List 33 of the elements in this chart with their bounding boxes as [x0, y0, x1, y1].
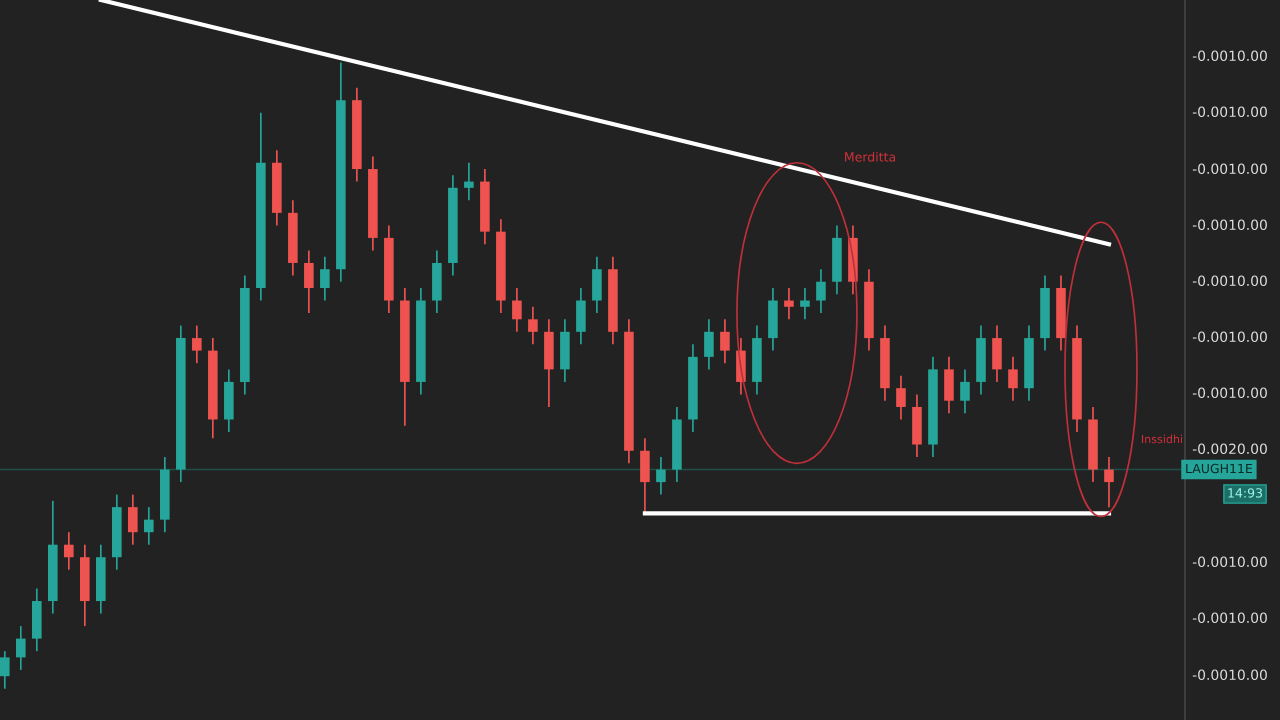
candlestick	[144, 506, 154, 546]
candlestick	[784, 287, 794, 321]
candlestick	[464, 161, 474, 202]
text: -0.0010.00	[1192, 163, 1267, 175]
text: -0.0010.00	[1192, 556, 1267, 568]
text: -0.0010.00	[1192, 669, 1267, 681]
text: -0.0020.00	[1192, 443, 1267, 455]
text: -0.0010.00	[1192, 612, 1267, 624]
text: -0.0010.00	[1192, 331, 1267, 343]
text: -0.0010.00	[1192, 50, 1267, 62]
candlestick	[64, 531, 74, 571]
candlestick	[720, 318, 730, 364]
candlestick	[320, 255, 330, 302]
annotation: Merditta	[845, 151, 895, 162]
text: -0.0010.00	[1192, 387, 1267, 399]
text: -0.0010.00	[1192, 219, 1267, 231]
candlestick	[192, 324, 202, 364]
candlestick	[16, 625, 26, 671]
candlestick	[1104, 456, 1114, 508]
candlestick	[0, 650, 10, 690]
candlestick	[896, 374, 906, 421]
candlestick	[512, 287, 522, 333]
candlestick	[528, 305, 538, 346]
candlestick	[1008, 356, 1018, 402]
candlestick	[656, 456, 666, 496]
ref-line-label: LAUGH11E	[1186, 463, 1253, 474]
text: -0.0010.00	[1192, 106, 1267, 118]
text: -0.0010.00	[1192, 275, 1267, 287]
text: 14:93	[1228, 488, 1263, 498]
candlestick	[800, 287, 810, 321]
text: Inssidhi	[1142, 434, 1183, 444]
candlestick	[816, 268, 826, 314]
candlestick	[960, 368, 970, 415]
